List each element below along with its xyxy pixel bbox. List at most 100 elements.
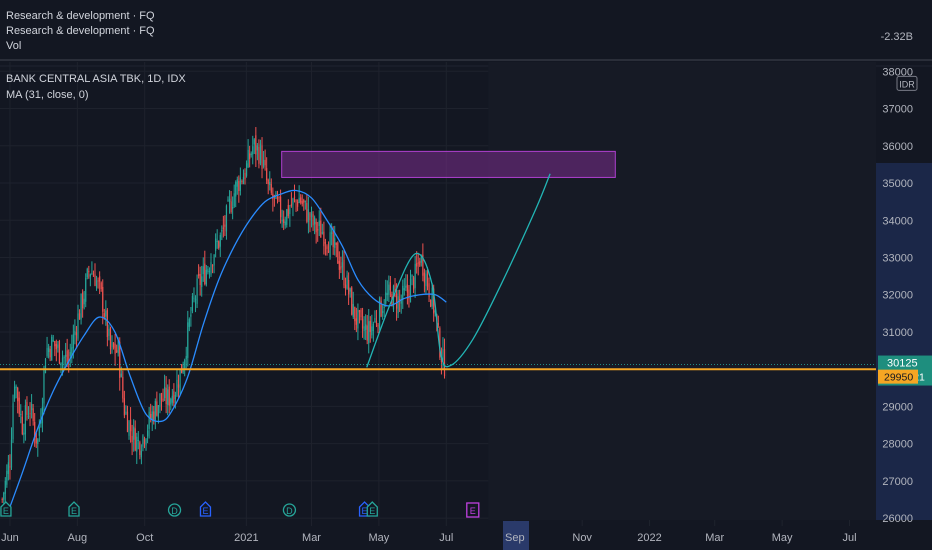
candle-body [1, 498, 3, 500]
candle-body [108, 328, 110, 337]
candle-body [94, 274, 96, 286]
candle-body [83, 298, 85, 305]
candle-body [153, 411, 155, 422]
candle-body [71, 347, 73, 357]
candle-body [120, 373, 122, 377]
candle-body [426, 269, 429, 287]
drawings-layer [0, 150, 876, 371]
candle-body [266, 168, 268, 181]
candle-body [301, 201, 303, 205]
candle-body [414, 263, 416, 289]
candle-body [334, 238, 336, 248]
time-tick-label: Mar [302, 532, 321, 544]
candle-body [23, 432, 25, 435]
pane-legend-line-2[interactable]: Research & development · FQ [6, 25, 155, 37]
candle-body [111, 342, 113, 347]
ma-legend[interactable]: MA (31, close, 0) [6, 89, 89, 101]
event-label: E [71, 506, 77, 516]
candle-body [346, 275, 348, 289]
candle-body [102, 286, 104, 312]
candle-body [227, 199, 229, 202]
candle-body [292, 198, 294, 205]
earnings-event-icon [0, 501, 12, 517]
resistance-zone [281, 150, 616, 178]
candle-body [174, 394, 177, 400]
event-label: D [171, 506, 178, 516]
candle-body [269, 181, 271, 185]
candle-body [13, 386, 16, 399]
candle-body [103, 313, 105, 318]
candle-body [171, 395, 173, 403]
candle-body [295, 200, 297, 202]
candle-body [278, 197, 280, 199]
candle-body [139, 442, 141, 456]
candle-body [303, 199, 305, 203]
candle-body [136, 436, 138, 452]
candle-body [219, 234, 221, 247]
symbol-title[interactable]: BANK CENTRAL ASIA TBK, 1D, IDX [6, 73, 186, 85]
candle-body [419, 261, 421, 266]
candle-body [160, 393, 163, 401]
pane-legend-line-3[interactable]: Vol [6, 40, 22, 52]
candle-body [361, 319, 364, 329]
candle-body [91, 273, 93, 275]
candle-body [338, 261, 340, 270]
currency-label: IDR [899, 79, 915, 89]
candle-body [140, 450, 142, 458]
candle-body [156, 401, 158, 416]
candle-body [24, 405, 27, 435]
candle-body [177, 384, 180, 388]
candle-body [232, 206, 234, 209]
price-tick-label: 27000 [882, 476, 913, 488]
candle-body [202, 266, 204, 275]
candle-body [335, 242, 337, 245]
candle-body [58, 340, 61, 364]
projection-path [366, 173, 551, 368]
candle-body [167, 389, 169, 405]
candle-body [63, 356, 65, 359]
candle-body [128, 421, 130, 436]
candle-body [355, 318, 357, 325]
pane-legend-line-1[interactable]: Research & development · FQ [6, 10, 155, 22]
candle-body [75, 332, 78, 336]
time-tick-label: Aug [68, 532, 88, 544]
candle-body [397, 296, 399, 314]
price-tick-label: 36000 [882, 141, 913, 153]
candle-body [329, 232, 331, 257]
candle-body [222, 227, 224, 229]
candle-body [61, 357, 64, 364]
candle-body [210, 262, 212, 275]
candle-body [423, 272, 426, 283]
candle-body [187, 322, 189, 358]
candle-body [326, 246, 328, 249]
candle-body [402, 285, 404, 300]
price-tick-label: 38000 [882, 66, 913, 78]
candle-body [35, 433, 37, 444]
candle-body [77, 313, 79, 339]
event-label: E [362, 506, 368, 516]
support-level-label: 29950 [884, 372, 913, 384]
price-tick-label: 34000 [882, 215, 913, 227]
candle-body [114, 343, 116, 354]
candle-body [411, 274, 413, 277]
candle-body [399, 299, 401, 301]
candle-body [26, 402, 28, 415]
candle-body [293, 196, 296, 198]
time-tick-label: 2021 [234, 532, 258, 544]
candle-body [378, 297, 381, 329]
candle-body [129, 419, 132, 432]
candle-body [409, 279, 412, 303]
candle-body [253, 139, 255, 145]
candle-body [283, 219, 285, 223]
future-area [488, 62, 876, 520]
candle-body [146, 430, 149, 437]
candle-body [369, 320, 371, 332]
candle-body [52, 340, 54, 342]
candle-body [54, 341, 56, 347]
candle-body [12, 403, 14, 440]
price-tick-label: 28000 [882, 439, 913, 451]
candle-body [309, 213, 311, 221]
candle-body [123, 398, 125, 416]
candle-body [46, 347, 48, 356]
